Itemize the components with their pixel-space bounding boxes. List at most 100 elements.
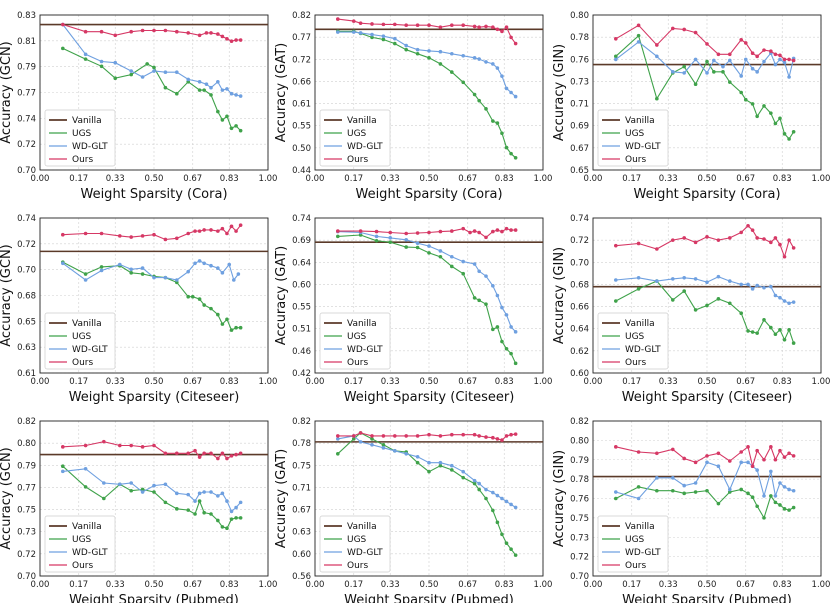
data-point-wdglt: [427, 460, 431, 465]
data-point-ugs: [393, 41, 397, 46]
x-tick-label: 0.83: [495, 174, 514, 184]
data-point-ours: [197, 33, 202, 38]
data-point-ugs: [102, 496, 106, 501]
data-point-wdglt: [234, 93, 238, 97]
legend-label: Vanilla: [347, 319, 377, 329]
x-axis-label: Weight Sparsity (Pubmed): [344, 593, 514, 603]
legend-box: [597, 109, 669, 167]
data-point-ugs: [216, 312, 220, 317]
data-point-ours: [358, 21, 363, 25]
data-point-wdglt: [99, 59, 104, 64]
data-point-ours: [415, 231, 420, 235]
data-point-wdglt: [477, 57, 481, 61]
legend-label: Vanilla: [347, 116, 377, 126]
data-point-wdglt: [500, 74, 504, 78]
data-point-ours: [427, 432, 431, 437]
data-point-wdglt: [220, 88, 225, 92]
x-tick-label: 0.17: [69, 377, 88, 387]
y-tick-label: 0.77: [292, 33, 311, 43]
data-point-ugs: [152, 65, 156, 70]
data-point-ours: [202, 451, 206, 456]
data-point-ugs: [682, 491, 686, 496]
data-point-wdglt: [202, 490, 206, 494]
x-tick-label: 0.83: [773, 580, 792, 590]
data-point-ours: [229, 39, 234, 44]
data-point-wdglt: [118, 482, 122, 487]
data-point-wdglt: [358, 440, 363, 444]
data-point-ugs: [682, 289, 686, 293]
data-point-wdglt: [175, 70, 179, 75]
legend-box: [319, 109, 391, 167]
y-tick-label: 0.82: [570, 417, 589, 427]
data-point-wdglt: [393, 36, 397, 41]
data-point-ugs: [513, 155, 518, 160]
legend-label: UGS: [347, 129, 367, 139]
series-line-ours: [615, 24, 794, 62]
data-point-ours: [682, 236, 686, 240]
data-point-wdglt: [238, 500, 243, 505]
y-tick-label: 0.55: [292, 122, 311, 132]
data-point-ours: [234, 38, 238, 42]
data-point-ugs: [175, 507, 179, 511]
data-point-wdglt: [472, 478, 477, 483]
y-tick-label: 0.78: [570, 475, 589, 485]
data-point-ours: [773, 457, 778, 462]
data-point-wdglt: [728, 279, 732, 283]
data-point-wdglt: [705, 280, 709, 285]
data-point-ugs: [773, 121, 778, 126]
legend-label: WD-GLT: [625, 345, 661, 355]
data-point-ugs: [83, 57, 88, 61]
data-point-ours: [216, 456, 220, 461]
plot-frame: [314, 217, 544, 374]
data-point-wdglt: [140, 490, 145, 494]
data-point-ours: [504, 25, 509, 30]
data-point-ours: [762, 457, 766, 462]
y-tick-label: 0.46: [292, 347, 311, 357]
data-point-ugs: [762, 318, 766, 322]
data-point-ours: [614, 445, 618, 449]
data-point-ugs: [782, 507, 787, 511]
data-point-ours: [118, 443, 122, 448]
data-point-ugs: [787, 508, 791, 512]
data-point-ours: [238, 38, 243, 42]
data-point-ugs: [739, 90, 743, 95]
data-point-wdglt: [152, 275, 156, 280]
y-tick-label: 0.65: [17, 317, 36, 327]
data-point-ugs: [229, 328, 234, 332]
data-point-ugs: [438, 254, 443, 259]
data-point-ours: [614, 36, 618, 41]
data-point-wdglt: [197, 491, 202, 496]
data-point-ugs: [163, 500, 168, 505]
plot-frame: [314, 14, 544, 171]
x-tick-label: 0.17: [344, 174, 363, 184]
data-point-wdglt: [705, 71, 709, 75]
legend-label: UGS: [625, 129, 645, 139]
data-point-ugs: [778, 503, 782, 507]
data-point-ugs: [404, 245, 409, 249]
data-point-ugs: [238, 516, 243, 520]
data-point-ugs: [782, 337, 787, 342]
data-point-ugs: [225, 114, 229, 119]
series-line-ours: [62, 224, 242, 241]
data-point-wdglt: [500, 305, 504, 310]
plot-frame: [39, 420, 269, 577]
data-point-ours: [468, 230, 472, 235]
y-tick-label: 0.78: [292, 439, 311, 449]
data-point-wdglt: [197, 79, 202, 84]
y-tick-label: 0.75: [570, 514, 589, 524]
data-point-wdglt: [163, 482, 168, 487]
data-point-ugs: [61, 464, 65, 469]
data-point-ours: [388, 230, 393, 235]
data-point-ours: [175, 451, 179, 456]
data-point-ours: [163, 28, 168, 33]
data-point-ugs: [175, 91, 179, 96]
data-point-wdglt: [209, 85, 213, 90]
plot-frame: [314, 420, 544, 577]
data-point-ours: [197, 455, 202, 459]
data-point-ugs: [220, 322, 225, 326]
data-point-ours: [682, 27, 686, 32]
data-point-wdglt: [83, 466, 88, 471]
data-point-ours: [129, 29, 133, 34]
data-point-ugs: [415, 51, 420, 56]
data-point-ours: [220, 34, 225, 39]
